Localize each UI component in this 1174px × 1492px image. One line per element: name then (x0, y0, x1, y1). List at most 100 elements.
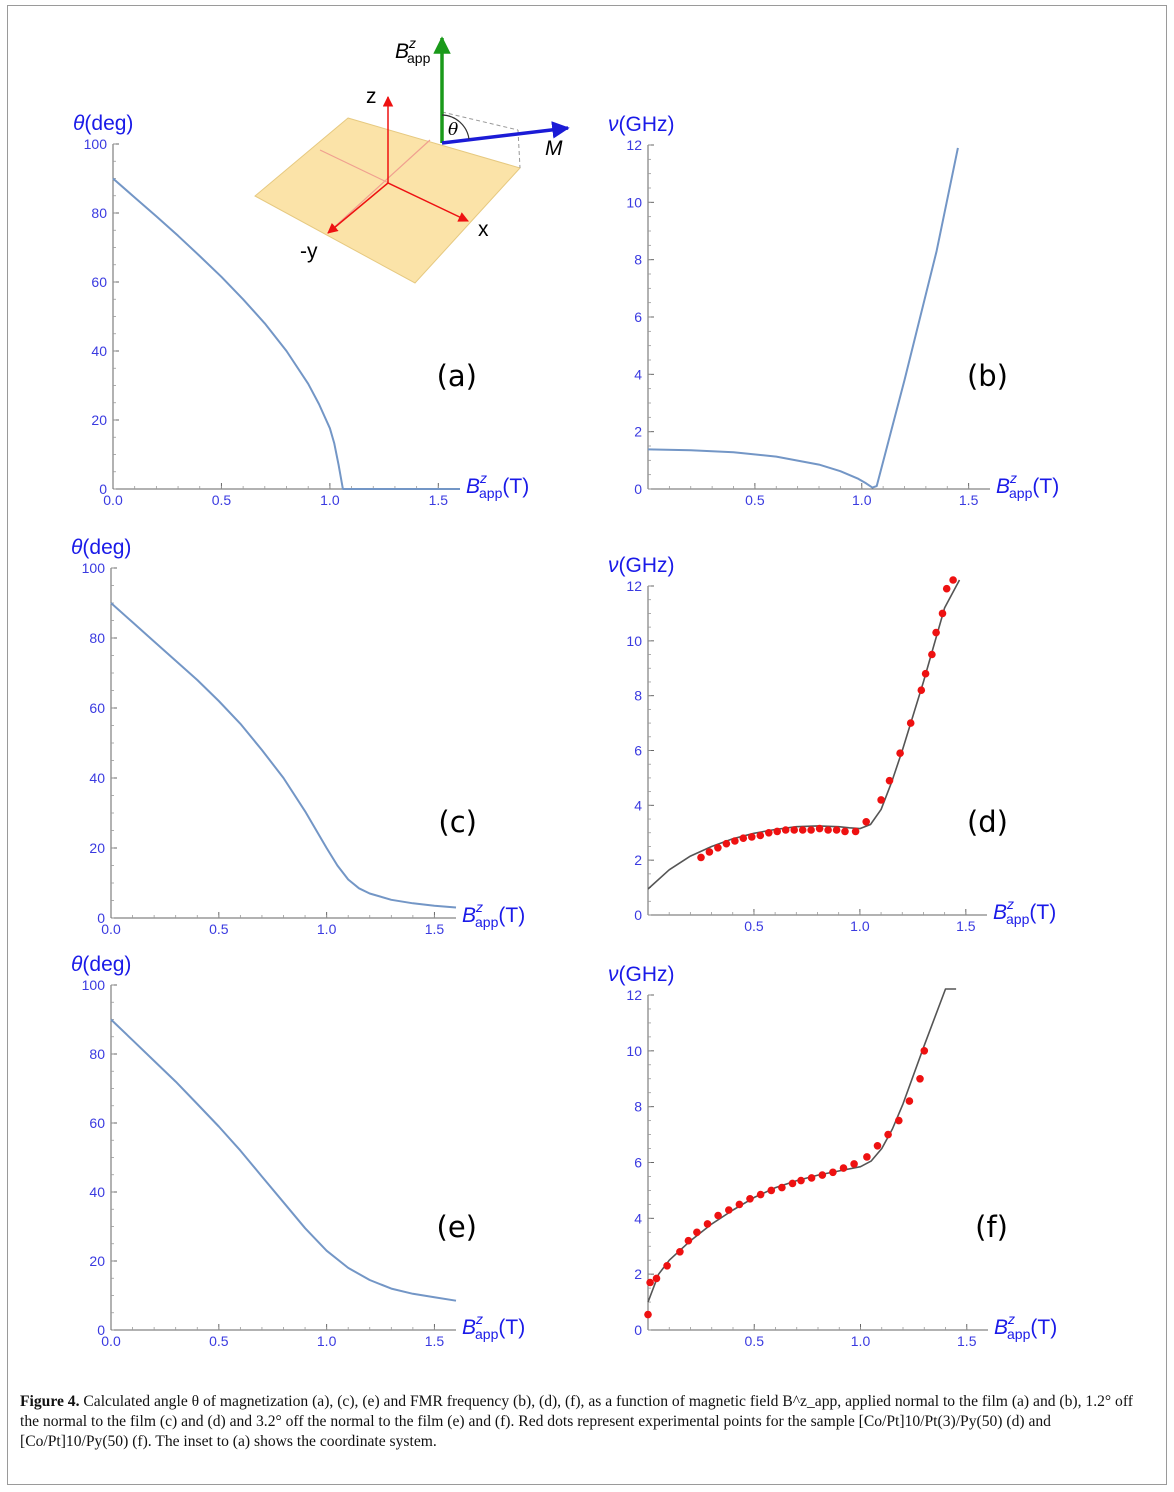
y-tick-label: 8 (634, 1099, 642, 1115)
y-tick-label: 6 (634, 743, 642, 759)
y-tick-label: 2 (634, 852, 642, 868)
data-point (790, 826, 798, 834)
panel-f: 0 2 4 6 8 10 12 0.5 1.0 1.5 ν(GHz) Bz app(T) (f) (608, 963, 1057, 1349)
minus-y-axis-arrow (327, 182, 389, 234)
x-axis-unit: (T) (502, 475, 529, 498)
x-axis-symbol: B (466, 475, 480, 498)
x-tick-label: 0.5 (745, 1333, 765, 1349)
x-tick-label: 1.0 (850, 918, 870, 934)
field-label: Bz app (395, 35, 431, 66)
x-tick-label: 0.5 (212, 492, 232, 508)
data-point (714, 844, 722, 852)
y-axis-symbol: θ (73, 112, 85, 135)
y-tick-label: 2 (634, 1266, 642, 1282)
panel-label: (a) (437, 359, 477, 393)
projection-dash-1 (441, 111, 519, 131)
data-point (788, 1179, 797, 1188)
data-point (832, 826, 841, 834)
y-axis-symbol: ν (608, 554, 619, 577)
x-tick-label: 1.5 (425, 921, 445, 937)
data-point (798, 826, 807, 834)
film-plane (254, 117, 521, 284)
x-axis-sub: app (479, 485, 503, 501)
data-point (932, 628, 940, 637)
y-axis-unit: (GHz) (619, 554, 675, 577)
x-tick-label: 1.0 (852, 492, 872, 508)
data-point (863, 1153, 871, 1161)
y-tick-label: 4 (634, 366, 642, 382)
x-tick-label: 1.5 (959, 492, 979, 508)
y-tick-label: 8 (634, 252, 642, 268)
x-axis-label: x (478, 218, 489, 241)
data-point (773, 827, 781, 836)
data-point (824, 826, 832, 834)
x-axis-sup: z (475, 1311, 483, 1327)
x-tick-label: 0.5 (209, 1333, 229, 1349)
data-point (714, 1211, 722, 1220)
x-axis-sup: z (479, 470, 487, 486)
panel-label: (e) (437, 1210, 477, 1244)
x-axis-symbol: B (462, 904, 476, 927)
x-axis-label: Bz app(T) (462, 899, 525, 930)
series-line (110, 1018, 457, 1302)
x-axis-symbol: B (994, 1316, 1008, 1339)
magnetization-arrow (441, 121, 570, 145)
data-point (646, 1278, 654, 1287)
y-tick-label: 100 (84, 136, 108, 152)
y-axis-symbol: ν (608, 963, 619, 986)
data-point (906, 719, 915, 727)
data-point (684, 1236, 693, 1245)
y-axis-symbol: θ (71, 536, 83, 559)
y-tick-label: 0 (634, 1322, 642, 1338)
x-axis-sub: app (1006, 911, 1030, 927)
y-tick-label: 100 (82, 977, 106, 993)
x-axis-label: Bz app(T) (996, 470, 1059, 501)
data-point (807, 1174, 816, 1182)
projection-dash-2 (517, 129, 521, 169)
x-tick-label: 0.5 (744, 918, 764, 934)
data-point (756, 1190, 765, 1199)
panel-b: 0 2 4 6 8 10 12 0.5 1.0 1.5 ν(GHz) Bz app(T) (b) (608, 113, 1059, 508)
y-tick-label: 20 (91, 412, 107, 428)
figure-frame (7, 5, 1167, 1485)
y-tick-label: 2 (634, 424, 642, 440)
x-axis-symbol: B (462, 1316, 476, 1339)
x-tick-label: 1.5 (429, 492, 449, 508)
x-axis-symbol: B (996, 475, 1010, 498)
data-point (663, 1262, 671, 1270)
data-point (703, 1220, 712, 1228)
x-axis-sup: z (1009, 470, 1017, 486)
x-tick-label: 1.0 (317, 1333, 337, 1349)
x-tick-label: 1.0 (317, 921, 337, 937)
data-point (731, 837, 739, 845)
data-point (778, 1183, 786, 1192)
panel-e: 0 20 40 60 80 100 0.0 0.5 1.0 1.5 θ(deg) Bz app(T) (e… (71, 953, 525, 1349)
x-axis-label: Bz app(T) (994, 1311, 1057, 1342)
x-axis-sub: app (1007, 1326, 1031, 1342)
x-axis-sup: z (1007, 1311, 1015, 1327)
x-tick-label: 1.0 (851, 1333, 871, 1349)
figure-caption: Figure 4. Calculated angle θ of magnetiz… (20, 1392, 1145, 1452)
data-point (921, 669, 930, 678)
y-tick-label: 80 (91, 205, 107, 221)
data-point (676, 1248, 684, 1256)
minus-y-axis-label: -y (300, 240, 318, 263)
y-tick-label: 80 (89, 630, 105, 646)
y-tick-label: 12 (626, 137, 642, 153)
y-tick-label: 0 (99, 481, 107, 497)
data-point (885, 776, 894, 785)
data-point (722, 839, 731, 848)
theta-arc (441, 114, 470, 140)
data-point (644, 1310, 652, 1319)
x-axis-label: Bz app(T) (993, 896, 1056, 927)
panel-label: (b) (967, 359, 1008, 393)
y-tick-label: 40 (89, 1184, 105, 1200)
data-point (705, 848, 714, 856)
y-tick-label: 20 (89, 840, 105, 856)
data-point (829, 1168, 837, 1177)
x-axis-label: Bz app(T) (462, 1311, 525, 1342)
data-point (652, 1274, 661, 1283)
caption-text: Calculated angle θ of magnetization (a),… (20, 1393, 1133, 1450)
series-line (110, 602, 457, 909)
